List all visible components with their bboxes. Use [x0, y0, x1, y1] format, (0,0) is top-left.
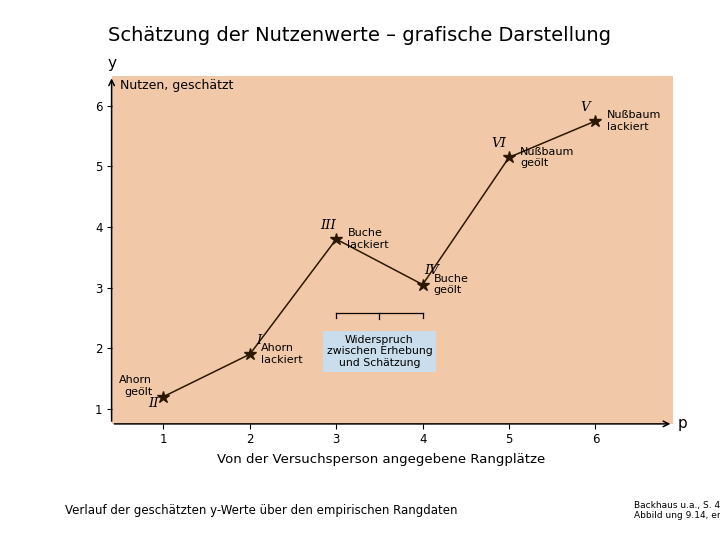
- Text: I: I: [256, 334, 261, 347]
- Text: Backhaus u.a., S. 474
Abbild ung 9.14, ergänzt.: Backhaus u.a., S. 474 Abbild ung 9.14, e…: [634, 501, 720, 520]
- Text: Von der Versuchsperson angegebene Rangplätze: Von der Versuchsperson angegebene Rangpl…: [217, 453, 546, 466]
- Text: II: II: [148, 397, 158, 410]
- Text: p: p: [678, 416, 688, 431]
- Text: Buche
geölt: Buche geölt: [434, 274, 469, 295]
- Text: Ahorn
lackiert: Ahorn lackiert: [261, 343, 302, 365]
- Text: Widerspruch
zwischen Erhebung
und Schätzung: Widerspruch zwischen Erhebung und Schätz…: [327, 335, 432, 368]
- Text: IV: IV: [424, 264, 438, 278]
- Text: Verlauf der geschätzten y-Werte über den empirischen Rangdaten: Verlauf der geschätzten y-Werte über den…: [65, 504, 457, 517]
- Text: Nußbaum
lackiert: Nußbaum lackiert: [607, 110, 661, 132]
- Text: Schätzung der Nutzenwerte – grafische Darstellung: Schätzung der Nutzenwerte – grafische Da…: [109, 26, 611, 45]
- Text: Ahorn
geölt: Ahorn geölt: [120, 375, 152, 396]
- Text: Buche
lackiert: Buche lackiert: [348, 228, 389, 250]
- Text: y: y: [107, 56, 116, 71]
- Text: Nutzen, geschätzt: Nutzen, geschätzt: [120, 79, 233, 92]
- Text: VI: VI: [491, 137, 506, 150]
- Text: Nußbaum
geölt: Nußbaum geölt: [521, 146, 575, 168]
- Text: V: V: [580, 101, 590, 114]
- Text: III: III: [320, 219, 336, 232]
